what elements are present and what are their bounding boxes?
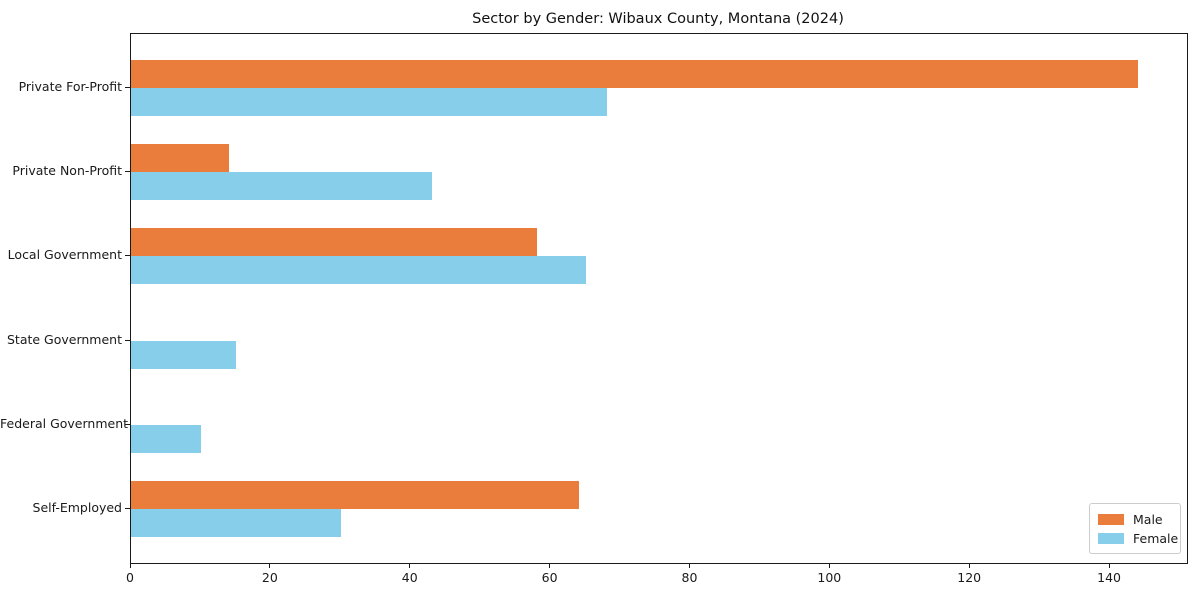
bar-male-self-employed xyxy=(131,481,579,509)
legend-item-female: Female xyxy=(1098,531,1178,546)
bar-male-private-non-profit xyxy=(131,144,229,173)
x-tick-label: 120 xyxy=(957,570,982,585)
y-tick xyxy=(125,171,130,173)
y-tick xyxy=(125,508,130,509)
legend: Male Female xyxy=(1089,503,1181,554)
y-tick xyxy=(125,423,130,425)
bar-female-self-employed xyxy=(131,509,341,537)
x-tick xyxy=(269,563,271,568)
bar-female-local-government xyxy=(131,256,586,285)
x-tick xyxy=(828,563,830,568)
x-tick-label: 140 xyxy=(1097,570,1121,585)
male-swatch xyxy=(1098,513,1124,525)
x-tick xyxy=(1108,563,1110,568)
x-tick-label: 40 xyxy=(401,570,418,585)
y-tick xyxy=(125,255,130,257)
bar-female-federal-government xyxy=(131,424,201,453)
x-tick xyxy=(968,563,970,568)
plot-area xyxy=(130,33,1188,564)
x-tick-label: 60 xyxy=(541,570,558,585)
x-tick xyxy=(409,563,411,568)
y-axis-label-state-government: State Government xyxy=(6,331,122,347)
legend-label-female: Female xyxy=(1133,530,1179,546)
bar-female-private-non-profit xyxy=(131,172,432,201)
bar-male-local-government xyxy=(131,228,537,257)
legend-item-male: Male xyxy=(1098,512,1172,527)
y-axis-label-private-for-profit: Private For-Profit xyxy=(18,79,122,94)
bar-female-private-for-profit xyxy=(131,88,607,116)
bar-female-state-government xyxy=(131,340,236,369)
chart-title: Sector by Gender: Wibaux County, Montana… xyxy=(472,11,844,27)
x-tick xyxy=(688,563,690,568)
y-axis-label-federal-government: Federal Government xyxy=(0,415,129,431)
x-tick-label: 20 xyxy=(261,570,278,585)
x-tick-label: 80 xyxy=(681,570,698,585)
y-axis-label-local-government: Local Government xyxy=(7,247,122,263)
x-tick xyxy=(129,563,131,568)
bar-male-private-for-profit xyxy=(131,60,1138,88)
y-tick xyxy=(125,339,130,341)
female-swatch xyxy=(1098,532,1124,544)
x-tick xyxy=(549,563,551,568)
y-axis-label-private-non-profit: Private Non-Profit xyxy=(12,163,122,179)
y-tick xyxy=(125,87,130,88)
legend-label-male: Male xyxy=(1133,511,1163,527)
x-tick-label: 0 xyxy=(126,570,134,585)
x-tick-label: 100 xyxy=(817,570,842,585)
y-axis-label-self-employed: Self-Employed xyxy=(32,500,122,515)
